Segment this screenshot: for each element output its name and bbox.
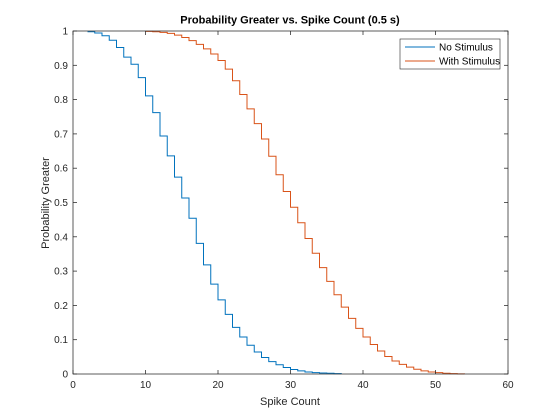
legend-label-no-stimulus: No Stimulus [439,43,493,54]
x-tick-label: 40 [357,380,369,391]
x-tick-label: 30 [285,380,297,391]
y-axis-label: Probability Greater [40,157,52,249]
y-tick-label: 0.9 [54,61,68,72]
legend-box [399,38,501,70]
y-tick-label: 0.3 [54,267,68,278]
x-tick-label: 50 [430,380,442,391]
y-tick-label: 0 [62,370,68,381]
axes-box [72,30,509,375]
legend: No Stimulus With Stimulus [399,38,501,70]
x-tick-label: 20 [212,380,224,391]
y-tick-label: 0.1 [54,335,68,346]
x-tick-label: 10 [140,380,152,391]
chart-title: Probability Greater vs. Spike Count (0.5… [180,15,400,27]
x-tick-label: 60 [502,380,514,391]
y-tick-label: 0.6 [54,164,68,175]
series-line-no-stimulus [87,31,342,375]
y-tick-label: 0.7 [54,129,68,140]
y-tick-label: 0.8 [54,95,68,106]
series-layer [87,30,465,375]
y-tick-label: 0.4 [54,232,68,243]
y-tick-label: 1 [62,27,68,38]
x-axis-label: Spike Count [260,396,320,408]
legend-label-with-stimulus: With Stimulus [439,57,500,68]
x-tick-label: 0 [70,380,76,391]
y-tick-label: 0.5 [54,198,68,209]
series-line-with-stimulus [145,30,465,375]
y-tick-label: 0.2 [54,301,68,312]
